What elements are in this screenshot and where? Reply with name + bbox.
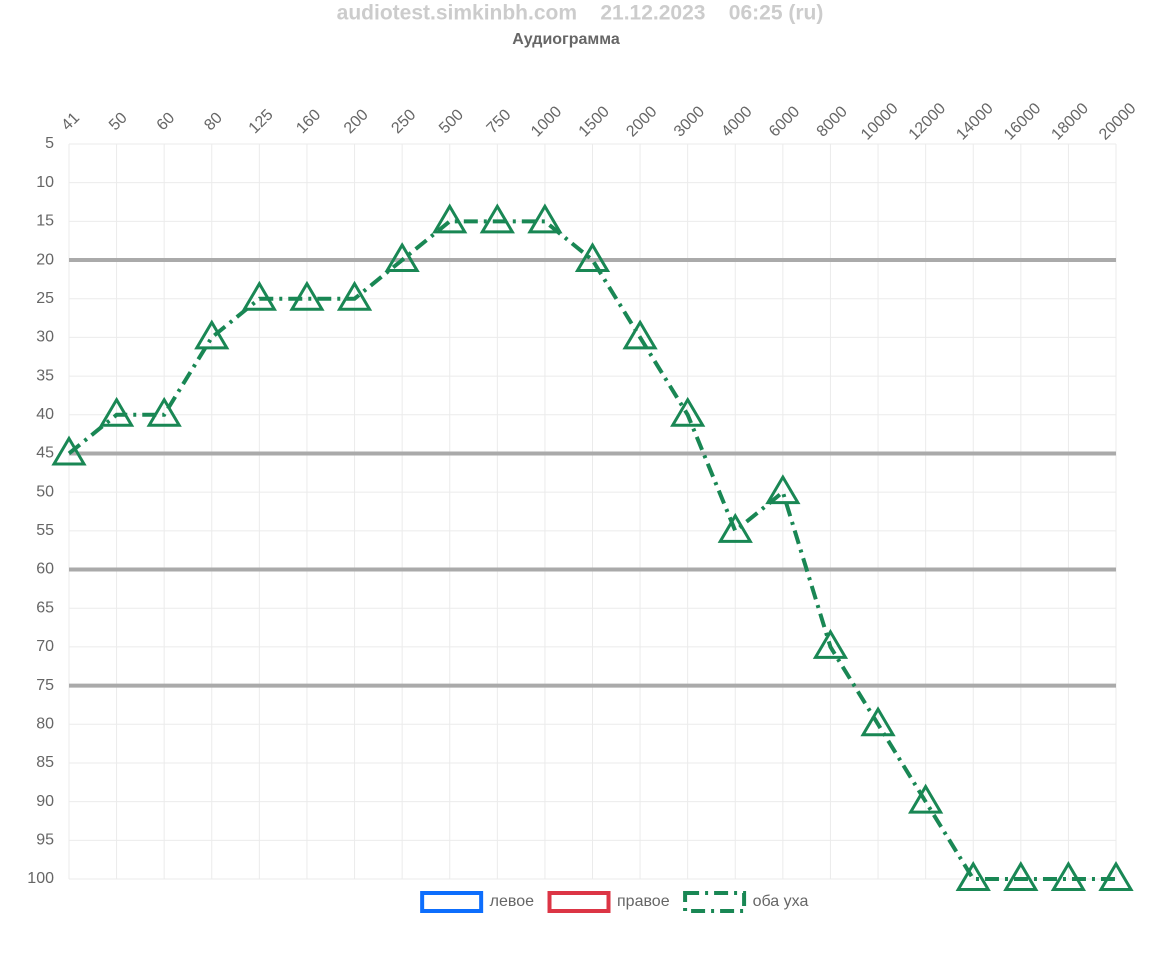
point-marker bbox=[717, 512, 753, 543]
x-tick-label: 160 bbox=[293, 106, 324, 137]
point-marker bbox=[241, 280, 277, 311]
point-marker bbox=[432, 203, 468, 234]
point-marker bbox=[860, 706, 896, 737]
legend-swatch bbox=[420, 891, 484, 913]
point-marker bbox=[194, 319, 230, 350]
y-tick-label: 95 bbox=[36, 832, 54, 849]
y-tick-label: 30 bbox=[36, 329, 54, 346]
x-tick-label: 12000 bbox=[906, 100, 950, 144]
point-marker bbox=[908, 783, 944, 814]
x-tick-label: 14000 bbox=[953, 100, 997, 144]
point-marker bbox=[479, 203, 515, 234]
y-tick-label: 60 bbox=[36, 561, 54, 578]
x-tick-label: 4000 bbox=[718, 103, 755, 140]
x-tick-label: 2000 bbox=[623, 103, 660, 140]
legend: левое правое оба уха bbox=[420, 891, 809, 913]
x-tick-label: 3000 bbox=[671, 103, 708, 140]
x-tick-label: 80 bbox=[201, 109, 226, 134]
point-marker bbox=[670, 396, 706, 427]
y-tick-label: 20 bbox=[36, 251, 54, 268]
legend-swatch bbox=[683, 891, 747, 913]
legend-label: правое bbox=[617, 893, 670, 910]
x-tick-label: 500 bbox=[436, 106, 467, 137]
x-tick-label: 16000 bbox=[1001, 100, 1045, 144]
y-tick-label: 15 bbox=[36, 213, 54, 230]
legend-label: левое bbox=[490, 893, 534, 910]
point-marker bbox=[384, 242, 420, 273]
y-tick-label: 10 bbox=[36, 174, 54, 191]
point-marker bbox=[622, 319, 658, 350]
y-tick-label: 100 bbox=[27, 870, 54, 887]
x-tick-label: 60 bbox=[154, 109, 179, 134]
y-tick-label: 55 bbox=[36, 522, 54, 539]
y-tick-label: 65 bbox=[36, 599, 54, 616]
y-tick-label: 70 bbox=[36, 638, 54, 655]
point-marker bbox=[289, 280, 325, 311]
point-marker bbox=[765, 474, 801, 505]
point-marker bbox=[527, 203, 563, 234]
point-marker bbox=[574, 242, 611, 273]
chart-title: audiotest.simkinbh.com 21.12.2023 06:25 … bbox=[337, 2, 824, 25]
x-tick-label: 1000 bbox=[528, 103, 565, 140]
legend-swatch bbox=[547, 891, 611, 913]
x-tick-label: 750 bbox=[484, 106, 515, 137]
series-line bbox=[67, 219, 1116, 881]
y-tick-label: 45 bbox=[36, 445, 54, 462]
x-tick-label: 18000 bbox=[1048, 100, 1092, 144]
chart-subtitle: Аудиограмма bbox=[512, 31, 620, 48]
y-tick-label: 90 bbox=[36, 793, 54, 810]
x-tick-label: 41 bbox=[58, 109, 83, 134]
x-tick-label: 1500 bbox=[576, 103, 613, 140]
x-tick-label: 6000 bbox=[766, 103, 803, 140]
point-marker bbox=[1098, 861, 1134, 891]
x-tick-label: 200 bbox=[341, 106, 372, 137]
y-tick-label: 25 bbox=[36, 290, 54, 307]
point-marker bbox=[51, 435, 87, 466]
point-marker bbox=[336, 280, 373, 311]
point-marker bbox=[98, 396, 135, 427]
x-tick-label: 250 bbox=[388, 106, 419, 137]
y-tick-label: 85 bbox=[36, 754, 54, 771]
x-tick-label: 50 bbox=[106, 109, 131, 134]
y-tick-label: 50 bbox=[36, 483, 54, 500]
point-marker bbox=[1003, 861, 1039, 891]
point-marker bbox=[146, 396, 182, 427]
y-tick-label: 35 bbox=[36, 367, 54, 384]
legend-label: оба уха bbox=[753, 893, 809, 910]
x-tick-label: 20000 bbox=[1096, 100, 1140, 144]
x-tick-label: 10000 bbox=[858, 100, 902, 144]
y-tick-label: 80 bbox=[36, 715, 54, 732]
point-marker bbox=[955, 861, 991, 891]
x-tick-label: 8000 bbox=[814, 103, 851, 140]
point-marker bbox=[812, 628, 849, 659]
x-tick-label: 125 bbox=[246, 106, 277, 137]
y-tick-label: 5 bbox=[45, 135, 54, 152]
y-tick-label: 40 bbox=[36, 406, 54, 423]
y-tick-label: 75 bbox=[36, 677, 54, 694]
point-marker bbox=[1050, 861, 1087, 891]
